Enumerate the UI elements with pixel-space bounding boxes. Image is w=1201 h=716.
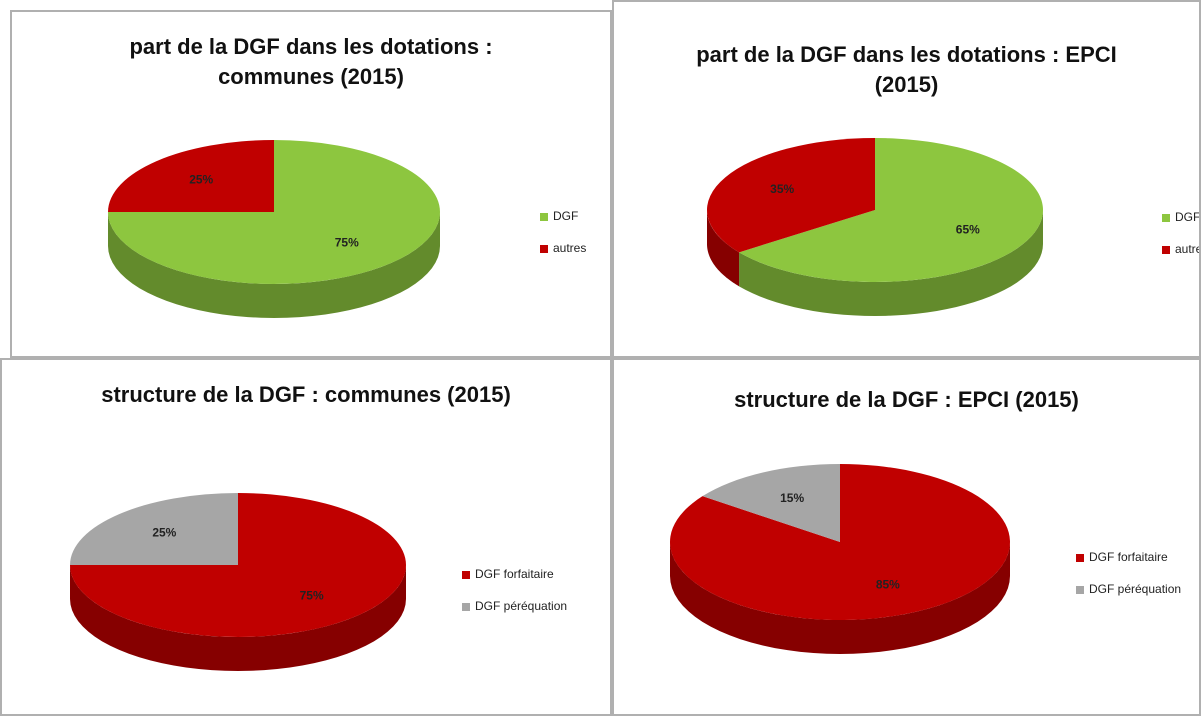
legend-swatch: [462, 571, 470, 579]
data-label: 65%: [956, 222, 980, 236]
legend-label: DGF forfaitaire: [1089, 550, 1168, 564]
slice-side: [108, 212, 440, 318]
chart-title: structure de la DGF : communes (2015): [101, 382, 511, 407]
legend-label: DGF forfaitaire: [475, 567, 554, 581]
chart-title: part de la DGF dans les dotations : comm…: [129, 34, 493, 89]
legend-swatch: [462, 603, 470, 611]
chart-panel: structure de la DGF : EPCI (2015) 85% 15%…: [612, 358, 1201, 716]
chart-panel: part de la DGF dans les dotations : comm…: [10, 10, 612, 358]
legend-swatch: [540, 213, 548, 221]
slice: [739, 138, 1043, 283]
data-label: 75%: [300, 589, 324, 603]
legend-label: autres: [1175, 242, 1199, 256]
legend-swatch: [1162, 246, 1170, 254]
data-label: 75%: [335, 236, 359, 250]
slice-side: [670, 542, 1010, 654]
data-label: 85%: [876, 577, 900, 591]
slice: [108, 140, 274, 212]
data-label: 35%: [770, 182, 794, 196]
chart-title: structure de la DGF : EPCI (2015): [734, 387, 1079, 412]
legend-swatch: [540, 245, 548, 253]
chart: 75% 25% DGF forfaitaire DGF péréquation: [70, 493, 567, 671]
legend-swatch: [1076, 554, 1084, 562]
chart: 65% 35% DGF autres: [707, 138, 1199, 316]
chart: 75% 25% DGF autres: [108, 140, 586, 318]
chart-title: part de la DGF dans les dotations : EPCI…: [696, 42, 1117, 97]
slice-side: [739, 210, 1043, 316]
legend-swatch: [1162, 214, 1170, 222]
chart-panel: part de la DGF dans les dotations : EPCI…: [612, 0, 1201, 358]
legend-label: DGF: [553, 209, 578, 223]
slice-side: [707, 210, 740, 287]
data-label: 15%: [780, 491, 804, 505]
data-label: 25%: [189, 173, 213, 187]
legend-label: autres: [553, 241, 586, 255]
slice-side: [70, 565, 406, 671]
chart: 85% 15% DGF forfaitaire DGF péréquation: [670, 464, 1181, 654]
slice: [702, 464, 840, 542]
slice: [707, 138, 875, 253]
chart-panel: structure de la DGF : communes (2015) 75…: [0, 358, 612, 716]
data-label: 25%: [152, 526, 176, 540]
slice: [70, 493, 238, 565]
legend-swatch: [1076, 586, 1084, 594]
legend-label: DGF péréquation: [475, 599, 567, 613]
legend-label: DGF: [1175, 210, 1199, 224]
legend-label: DGF péréquation: [1089, 582, 1181, 596]
